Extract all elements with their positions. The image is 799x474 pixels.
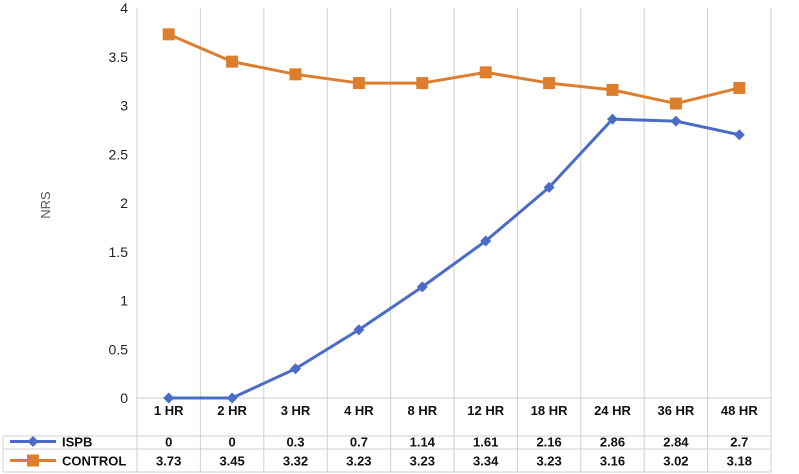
table-cell-value: 2.7 — [730, 435, 748, 450]
table-cell-value: 0.7 — [350, 435, 368, 450]
table-cell-value: 1.61 — [473, 435, 498, 450]
y-tick-label: 0 — [120, 390, 128, 406]
table-cell-value: 3.73 — [156, 454, 181, 469]
table-cell-value: 3.02 — [663, 454, 688, 469]
y-tick-label: 3 — [120, 98, 128, 114]
data-point — [353, 324, 365, 336]
data-point — [607, 113, 618, 125]
legend-label: ISPB — [62, 435, 92, 450]
data-point — [416, 281, 428, 293]
table-cell-value: 1.14 — [410, 435, 436, 450]
x-tick-label: 1 HR — [154, 403, 184, 418]
table-cell-value: 2.86 — [600, 435, 625, 450]
data-point — [226, 55, 239, 68]
x-tick-label: 36 HR — [657, 403, 694, 418]
y-tick-label: 1 — [120, 293, 128, 309]
x-tick-label: 48 HR — [721, 403, 758, 418]
y-tick-label: 2.5 — [109, 146, 129, 162]
y-tick-label: 4 — [120, 0, 128, 16]
series-markers — [162, 28, 746, 404]
data-point — [163, 392, 175, 404]
table-cell-value: 3.23 — [346, 454, 371, 469]
table-cell-value: 0.3 — [286, 435, 304, 450]
data-point — [226, 392, 238, 404]
x-tick-label: 12 HR — [467, 403, 504, 418]
data-point — [289, 68, 302, 81]
series-line — [168, 32, 740, 106]
table-cell-value: 3.16 — [600, 454, 625, 469]
x-tick-label: 18 HR — [531, 403, 568, 418]
data-point — [290, 363, 301, 375]
table-cell-value: 3.32 — [283, 454, 308, 469]
table-cell-value: 3.23 — [536, 454, 561, 469]
data-table: 1 HR 2 HR 3 HR 4 HR 8 HR 12 HR 18 HR 24 HR 36 HR… — [10, 403, 758, 469]
data-point — [733, 81, 746, 94]
data-point — [352, 77, 365, 90]
data-point — [669, 97, 682, 110]
data-point — [670, 115, 682, 127]
table-cell-value: 0 — [165, 435, 172, 450]
data-point — [543, 181, 555, 193]
x-tick-label: 24 HR — [594, 403, 631, 418]
y-tick-label: 2 — [120, 195, 128, 211]
table-cell-value: 2.84 — [663, 435, 689, 450]
table-cell-value: 3.34 — [473, 454, 499, 469]
y-tick-label: 3.5 — [109, 49, 129, 65]
table-cell-value: 0 — [228, 435, 235, 450]
data-point — [606, 83, 619, 96]
table-cell-value: 3.18 — [727, 454, 752, 469]
data-point — [416, 77, 429, 90]
y-axis: 0 0.5 1 1.5 2 2.5 3 3.5 4 — [109, 0, 129, 406]
x-tick-label: 8 HR — [407, 403, 437, 418]
x-tick-label: 3 HR — [281, 403, 311, 418]
data-point — [480, 235, 492, 247]
series-line — [168, 117, 740, 400]
data-point — [27, 454, 39, 467]
legend-label: CONTROL — [62, 454, 126, 469]
x-tick-label: 4 HR — [344, 403, 374, 418]
table-cell-value: 3.23 — [410, 454, 435, 469]
table-cell-value: 3.45 — [219, 454, 244, 469]
data-point — [27, 436, 39, 447]
data-point — [733, 129, 745, 141]
data-point — [543, 77, 556, 90]
y-tick-label: 0.5 — [109, 341, 129, 357]
series-lines — [168, 32, 740, 400]
y-axis-label: NRS — [38, 191, 53, 219]
x-tick-label: 2 HR — [217, 403, 247, 418]
grid-lines — [2, 8, 772, 473]
data-point — [162, 28, 175, 41]
table-cell-value: 2.16 — [536, 435, 561, 450]
y-tick-label: 1.5 — [109, 244, 129, 260]
data-point — [479, 66, 492, 79]
